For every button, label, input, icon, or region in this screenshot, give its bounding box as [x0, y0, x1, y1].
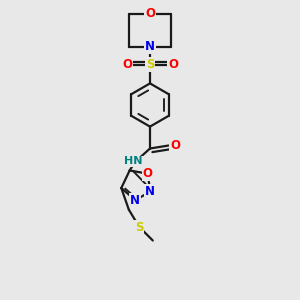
- Text: O: O: [168, 58, 178, 71]
- Text: O: O: [170, 139, 180, 152]
- Text: S: S: [135, 220, 143, 233]
- Text: N: N: [145, 40, 155, 53]
- Text: O: O: [143, 167, 153, 180]
- Text: O: O: [145, 7, 155, 20]
- Text: HN: HN: [124, 156, 143, 167]
- Text: N: N: [145, 185, 155, 198]
- Text: S: S: [146, 58, 154, 71]
- Text: O: O: [122, 58, 132, 71]
- Text: N: N: [130, 194, 140, 206]
